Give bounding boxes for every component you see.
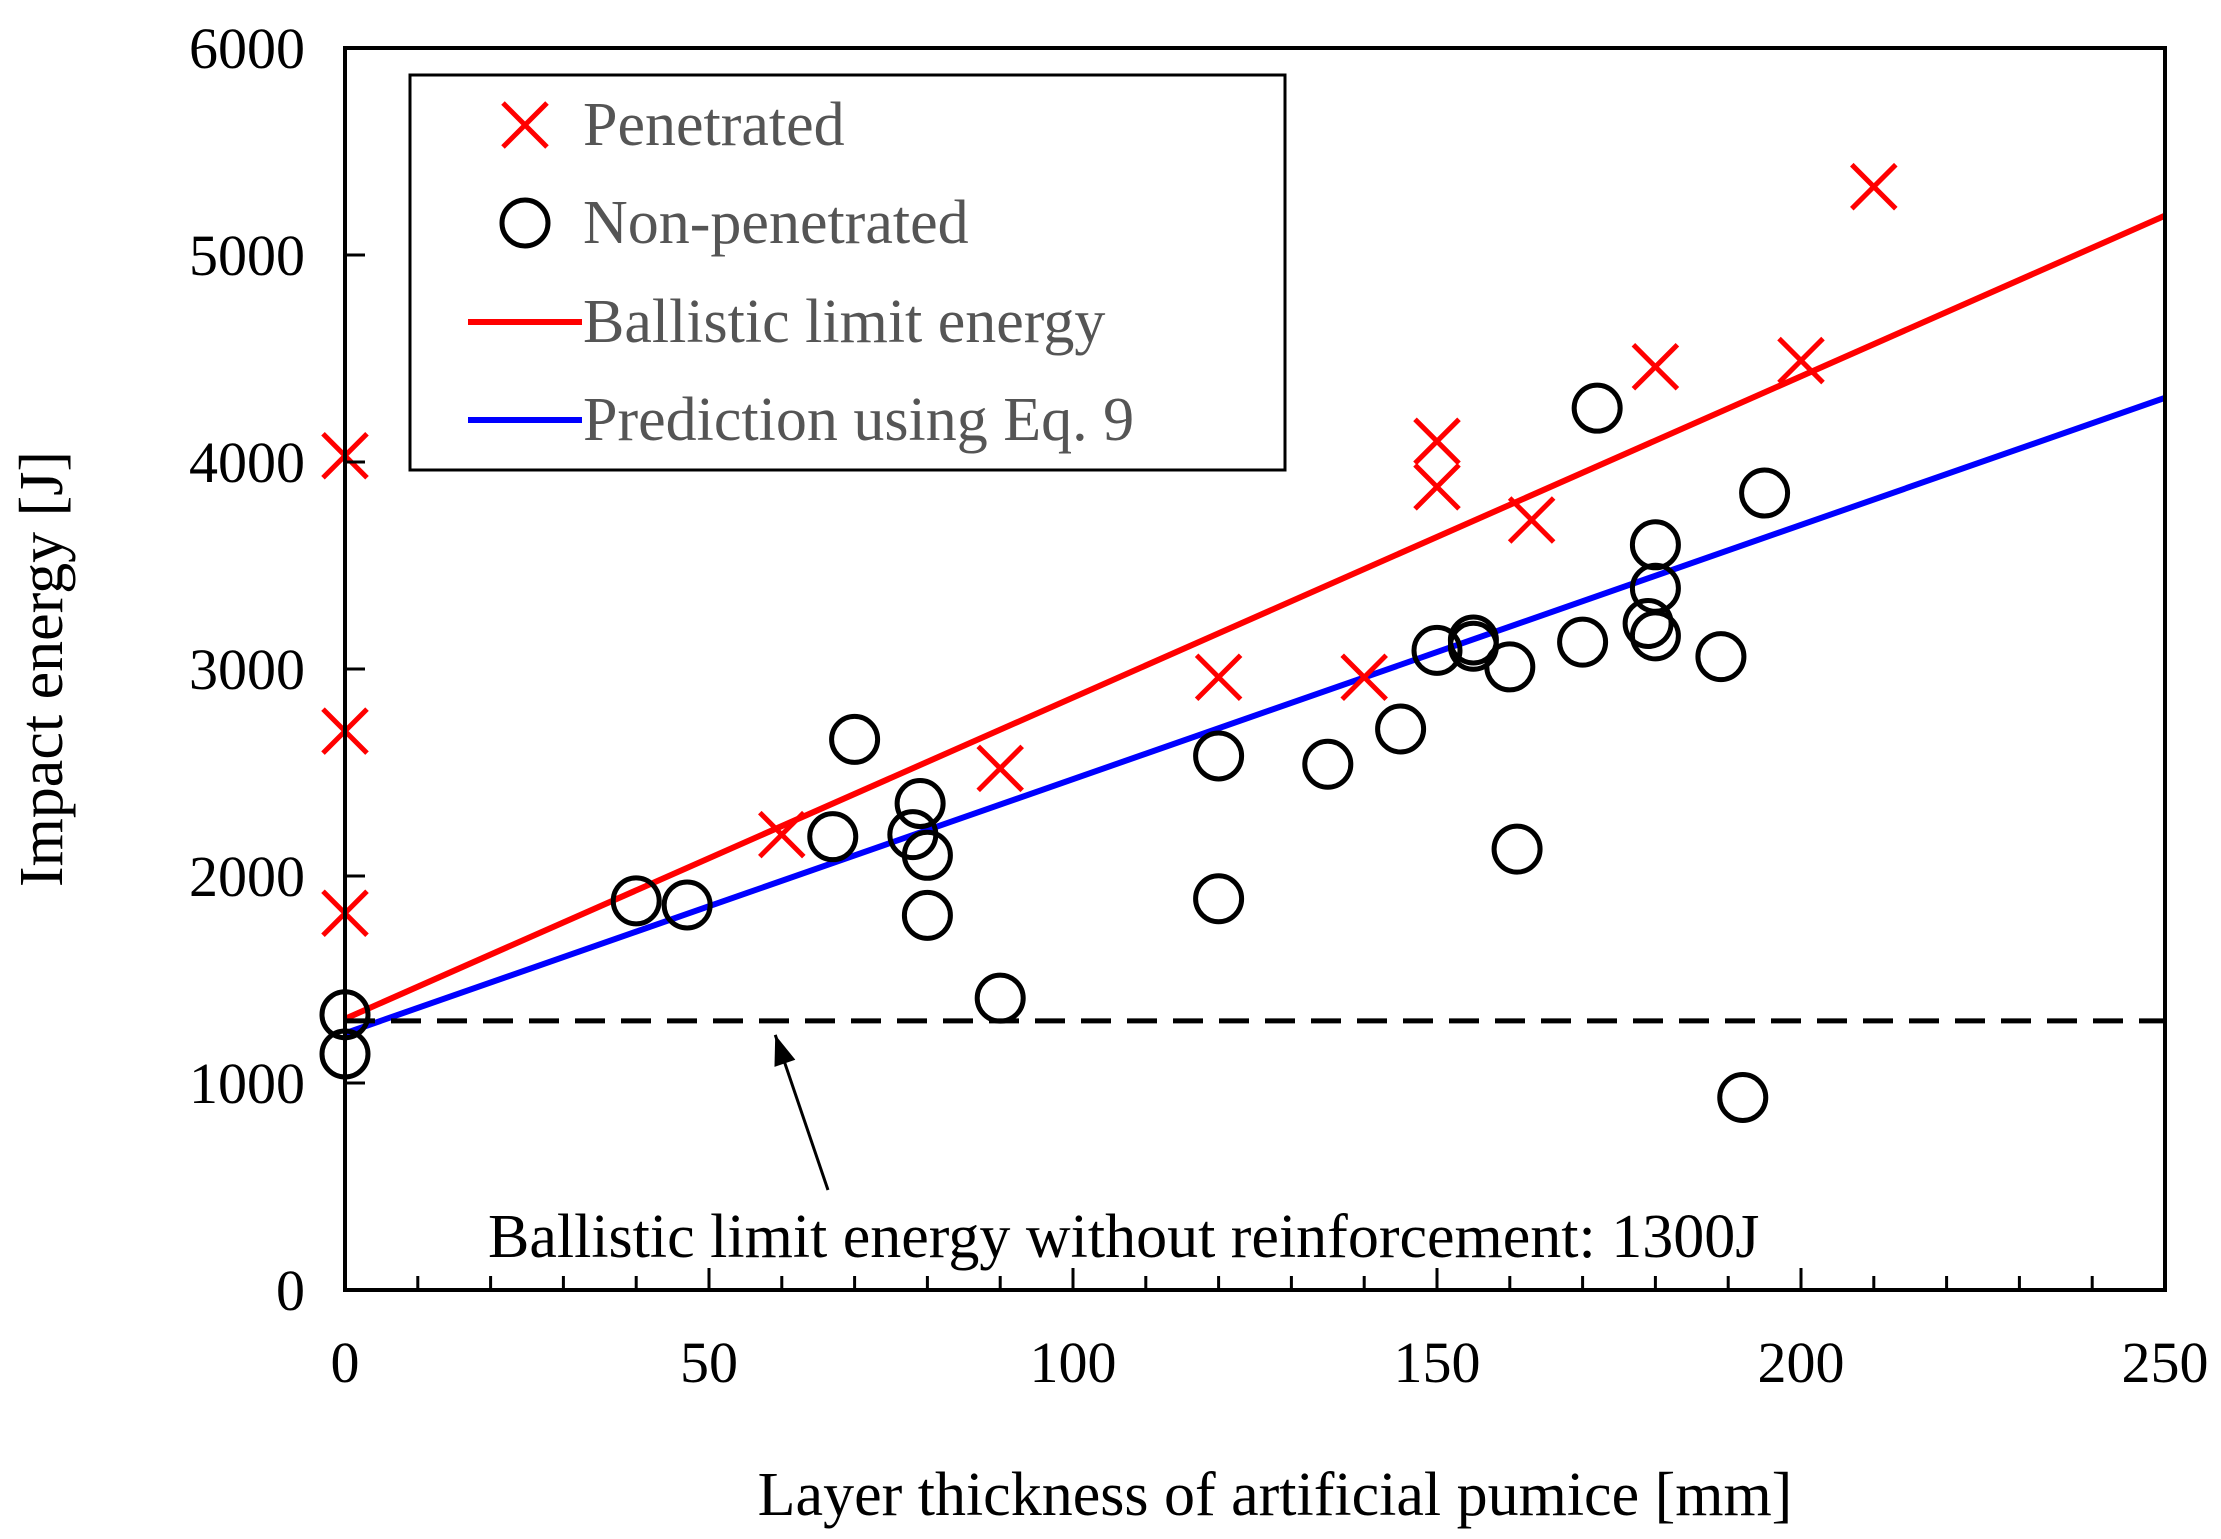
legend-marker	[499, 197, 551, 249]
y-tick-label: 0	[276, 1258, 305, 1323]
annotation-arrow-head	[774, 1034, 796, 1067]
non-penetrated-point	[1571, 382, 1623, 434]
legend-label: Non-penetrated	[583, 189, 969, 257]
non-penetrated-point	[1695, 631, 1747, 683]
x-tick-label: 0	[331, 1330, 360, 1395]
y-tick-label: 5000	[189, 223, 305, 288]
non-penetrated-point	[807, 811, 859, 863]
y-tick-label: 6000	[189, 16, 305, 81]
legend-label: Ballistic limit energy	[583, 288, 1105, 356]
legend-label: Prediction using Eq. 9	[583, 386, 1134, 454]
penetrated-point	[1777, 336, 1825, 385]
annotation-text: Ballistic limit energy without reinforce…	[488, 1203, 1759, 1271]
penetrated-point	[1850, 162, 1898, 211]
penetrated-point	[1413, 463, 1461, 511]
y-tick-label: 1000	[189, 1051, 305, 1116]
penetrated-point	[1507, 496, 1556, 544]
y-axis-title: Impact energy [J]	[8, 451, 76, 887]
data-marks	[319, 162, 2167, 1123]
non-penetrated-point	[1411, 624, 1463, 676]
x-tick-label: 150	[1394, 1330, 1481, 1395]
y-tick-label: 3000	[189, 637, 305, 702]
x-tick-label: 100	[1030, 1330, 1117, 1395]
non-penetrated-point	[1717, 1071, 1769, 1123]
y-tick-label: 2000	[189, 844, 305, 909]
penetrated-point	[1631, 343, 1680, 391]
non-penetrated-point	[1629, 519, 1681, 571]
non-penetrated-point	[829, 713, 881, 765]
non-penetrated-point	[1193, 730, 1245, 782]
x-axis-title: Layer thickness of artificial pumice [mm…	[758, 1461, 1793, 1529]
annotation: Ballistic limit energy without reinforce…	[488, 1034, 1759, 1271]
penetrated-point	[758, 810, 806, 859]
x-tick-label: 50	[680, 1330, 738, 1395]
non-penetrated-point	[894, 778, 946, 830]
plot-layer	[319, 162, 2167, 1123]
penetrated-point	[976, 744, 1024, 793]
x-tick-label: 250	[2122, 1330, 2209, 1395]
non-penetrated-point	[1629, 610, 1681, 662]
non-penetrated-point	[1193, 873, 1245, 925]
penetrated-point	[1413, 417, 1461, 466]
legend-marker	[501, 101, 549, 149]
legend: Penetrated Non-penetrated Ballistic limit …	[408, 73, 1287, 472]
fit-line	[343, 212, 2167, 1022]
non-penetrated-point	[1622, 597, 1674, 649]
non-penetrated-point	[1739, 467, 1791, 519]
non-penetrated-point	[1375, 703, 1427, 755]
non-penetrated-point	[1484, 641, 1536, 693]
non-penetrated-point	[1629, 562, 1681, 614]
legend-label: Penetrated	[583, 91, 845, 159]
penetrated-point	[1194, 653, 1243, 702]
non-penetrated-point	[901, 889, 953, 941]
legend-box	[408, 73, 1287, 472]
axes-layer: 0 50 100 150 200 250 0 1000 2000 3000 4000 5000 6000…	[8, 16, 2209, 1529]
non-penetrated-point	[1491, 823, 1543, 875]
penetrated-point	[1340, 653, 1388, 702]
x-tick-label: 200	[1758, 1330, 1845, 1395]
non-penetrated-point	[974, 972, 1026, 1024]
fit-line	[344, 394, 2166, 1037]
non-penetrated-point	[1557, 616, 1609, 668]
non-penetrated-point	[610, 875, 662, 927]
non-penetrated-point	[661, 879, 713, 931]
non-penetrated-point	[901, 829, 953, 881]
non-penetrated-point	[1302, 738, 1354, 790]
y-tick-label: 4000	[189, 430, 305, 495]
